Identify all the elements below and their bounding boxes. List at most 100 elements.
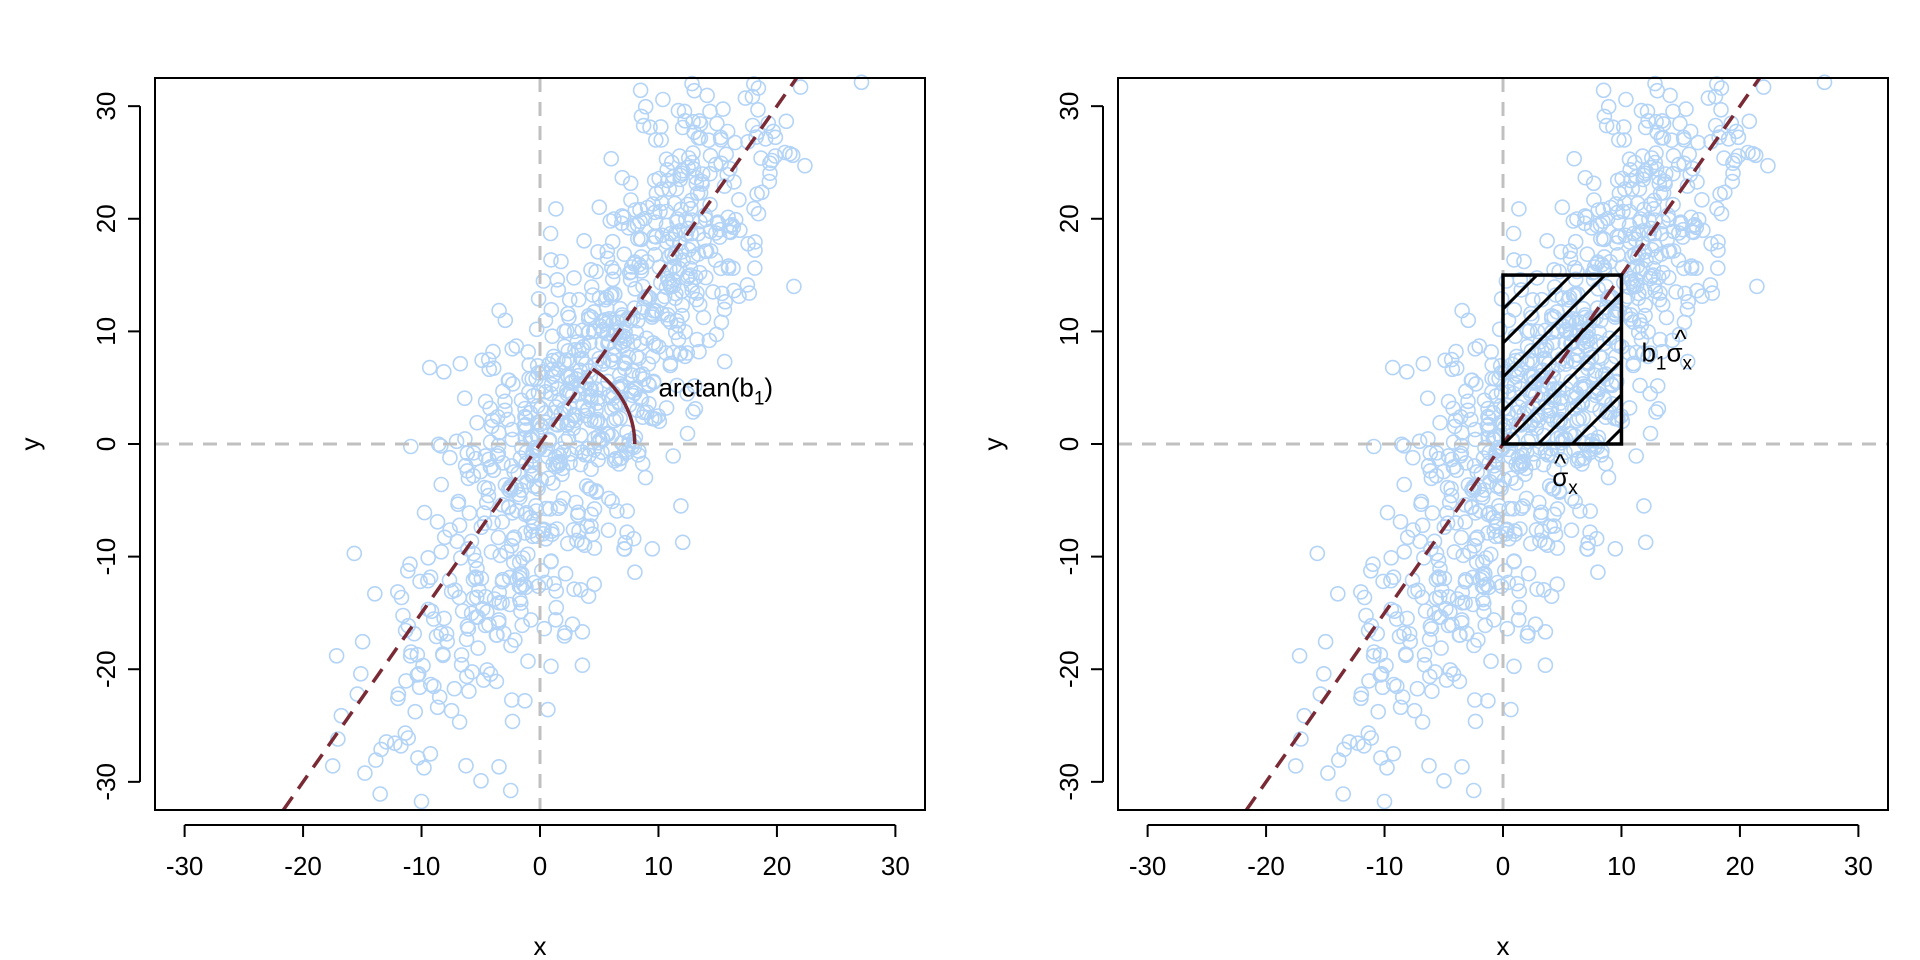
data-point — [572, 581, 589, 598]
data-point — [1627, 231, 1644, 248]
data-point — [1608, 374, 1625, 391]
data-point — [1358, 607, 1374, 624]
data-point — [1654, 113, 1670, 129]
data-point — [1428, 545, 1445, 562]
data-point — [762, 165, 778, 181]
data-point — [1394, 689, 1411, 705]
data-point — [1497, 419, 1513, 435]
data-point — [1533, 504, 1549, 521]
hatch-line — [1503, 324, 1622, 445]
data-point — [1665, 196, 1681, 213]
data-point — [1427, 664, 1443, 680]
x-tick-label: -10 — [403, 851, 441, 881]
data-point — [1710, 260, 1726, 276]
y-tick-label: -20 — [91, 650, 121, 688]
data-point — [1523, 535, 1539, 552]
data-point — [1537, 623, 1554, 640]
data-point — [713, 260, 729, 277]
data-point — [569, 532, 585, 549]
data-point — [679, 196, 696, 213]
data-point — [1512, 271, 1529, 288]
data-point — [1476, 595, 1492, 611]
data-point — [692, 185, 709, 201]
data-point — [1507, 526, 1523, 543]
data-point — [576, 537, 593, 554]
data-point — [393, 589, 410, 606]
data-point — [691, 296, 708, 313]
data-point — [589, 390, 606, 406]
data-point — [737, 90, 754, 106]
data-point — [786, 278, 802, 295]
data-point — [1647, 75, 1663, 92]
data-point — [523, 612, 539, 628]
data-point — [707, 252, 724, 268]
data-point — [1694, 192, 1710, 208]
data-point — [1439, 515, 1456, 532]
data-point — [1392, 699, 1409, 716]
x-tick-label: 10 — [644, 851, 673, 881]
data-point — [1366, 438, 1382, 455]
data-point — [1535, 386, 1551, 402]
data-point — [548, 201, 564, 217]
data-point — [1616, 132, 1632, 148]
data-point — [1452, 627, 1468, 643]
data-point — [1330, 585, 1346, 602]
data-point — [480, 487, 497, 504]
data-point — [550, 282, 567, 298]
data-point — [480, 351, 497, 368]
data-point — [1590, 564, 1606, 581]
x-tick-label: 10 — [1607, 851, 1636, 881]
data-point — [1616, 119, 1632, 135]
data-point — [1436, 570, 1453, 587]
data-point — [1363, 562, 1379, 579]
data-point — [592, 318, 609, 334]
y-tick-label: -10 — [1054, 538, 1084, 576]
data-point — [1569, 397, 1586, 414]
data-point — [1650, 400, 1667, 417]
data-point — [1432, 560, 1448, 577]
data-point — [1528, 521, 1545, 538]
data-point — [658, 203, 675, 220]
data-point — [645, 374, 662, 391]
data-point — [1670, 156, 1687, 173]
data-point — [1443, 480, 1459, 497]
data-point — [1635, 345, 1652, 361]
data-point — [431, 689, 448, 705]
data-point — [1293, 731, 1309, 747]
data-point — [502, 596, 518, 613]
data-point — [1503, 448, 1519, 465]
data-point — [606, 263, 622, 280]
data-point — [1474, 554, 1491, 571]
data-point — [1483, 653, 1499, 670]
data-point — [1406, 583, 1423, 600]
data-point — [1564, 490, 1580, 507]
data-point — [644, 540, 661, 557]
hatch-line — [1674, 275, 1843, 444]
data-point — [497, 402, 513, 419]
data-point — [1513, 351, 1529, 368]
data-point — [1396, 543, 1412, 560]
data-point — [653, 132, 670, 148]
data-point — [1467, 713, 1484, 730]
data-point — [460, 621, 477, 637]
data-point — [1416, 647, 1433, 663]
data-point — [544, 328, 561, 345]
data-point — [1648, 404, 1664, 420]
data-point — [1465, 596, 1481, 613]
data-point — [502, 782, 519, 799]
data-point — [1609, 411, 1625, 427]
data-point — [390, 690, 406, 707]
sigma-x-label: ^ σx — [1552, 448, 1578, 499]
data-point — [668, 312, 685, 329]
data-point — [1553, 244, 1569, 260]
data-point — [1460, 393, 1476, 410]
data-point — [1727, 152, 1743, 169]
data-point — [1654, 343, 1670, 360]
data-point — [1336, 741, 1352, 758]
data-point — [539, 448, 556, 465]
data-point — [1433, 640, 1449, 656]
data-point — [1524, 291, 1541, 308]
data-point — [626, 300, 643, 316]
data-point — [1506, 252, 1522, 268]
data-point — [691, 113, 708, 129]
